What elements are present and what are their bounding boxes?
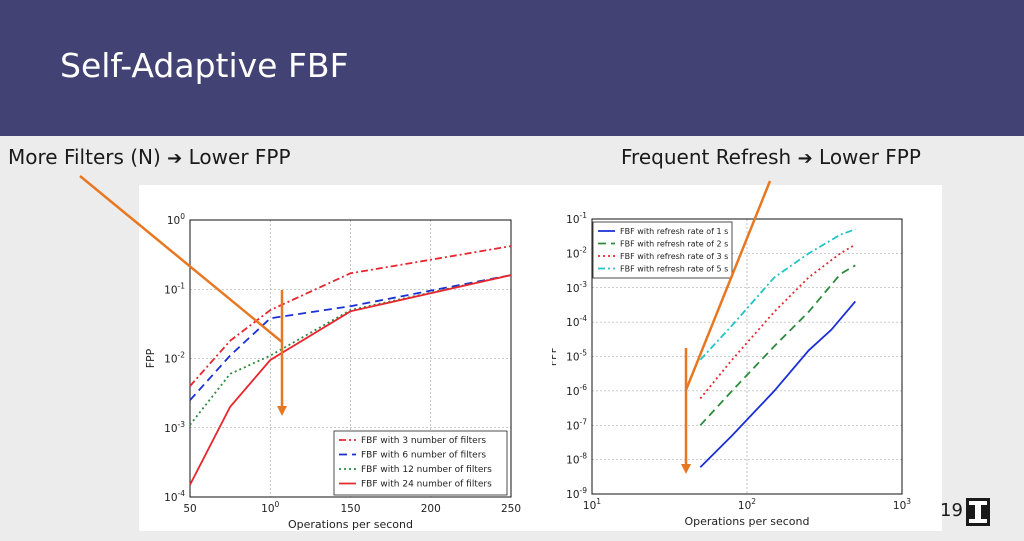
- y-tick-label: 10-1: [566, 211, 587, 226]
- chart-panel-refresh: 101 102 103 10-9 10-8 10-7 10-6 10-5 10-4 10-3 10-…: [546, 185, 942, 531]
- x-tick-label: 150: [340, 503, 360, 515]
- slide-number: 19: [940, 500, 963, 521]
- x-tick-label: 101: [583, 497, 601, 512]
- y-axis-label: FPP: [552, 346, 559, 366]
- y-tick-label: 100: [167, 212, 185, 227]
- y-tick-label: 10-6: [566, 383, 587, 398]
- chart-panel-filters: 50 100 150 200 250 10-4 10-3 10-2 10-1 100 Operati…: [139, 185, 559, 531]
- y-tick-label: 10-3: [164, 420, 185, 435]
- x-axis-label: Operations per second: [288, 518, 413, 531]
- plot-frame: [189, 219, 512, 498]
- right-caption-result: Lower FPP: [819, 145, 921, 169]
- legend-label: FBF with 6 number of filters: [361, 451, 486, 461]
- y-tick-label: 10-8: [566, 452, 587, 467]
- y-tick-label: 10-2: [164, 351, 185, 366]
- y-tick-label: 10-1: [164, 281, 185, 296]
- x-tick-label: 250: [501, 503, 521, 515]
- university-logo-icon: [966, 498, 990, 526]
- series-line: [699, 300, 856, 468]
- y-tick-label: 10-9: [566, 486, 587, 501]
- legend-label: FBF with refresh rate of 3 s: [620, 252, 728, 261]
- y-tick-label: 10-7: [566, 417, 587, 432]
- legend-box: [333, 430, 508, 496]
- series-line: [699, 264, 856, 426]
- x-axis-label: Operations per second: [685, 515, 810, 528]
- right-arrow-icon: ➔: [797, 148, 813, 169]
- filters-fpp-chart: 50 100 150 200 250 10-4 10-3 10-2 10-1 100 Operati…: [144, 212, 521, 531]
- left-caption: More Filters (N) ➔ Lower FPP: [8, 145, 291, 169]
- legend-label: FBF with refresh rate of 1 s: [620, 227, 728, 236]
- right-arrow-icon: ➔: [167, 148, 183, 169]
- y-tick-label: 10-3: [566, 280, 587, 295]
- x-tick-label: 100: [261, 500, 279, 515]
- left-caption-result: Lower FPP: [188, 145, 291, 169]
- right-caption-text: Frequent Refresh: [621, 145, 792, 169]
- series-line: [189, 274, 512, 486]
- y-tick-label: 10-4: [566, 314, 587, 329]
- right-caption: Frequent Refresh ➔ Lower FPP: [621, 145, 921, 169]
- y-tick-label: 10-5: [566, 349, 587, 364]
- y-tick-label: 10-4: [164, 489, 185, 504]
- x-tick-label: 200: [421, 503, 441, 515]
- legend-label: FBF with 12 number of filters: [361, 465, 492, 475]
- slide-header: Self-Adaptive FBF: [0, 0, 1024, 136]
- legend-label: FBF with 3 number of filters: [361, 436, 486, 446]
- y-tick-label: 10-2: [566, 245, 587, 260]
- y-axis-label: FPP: [144, 348, 157, 368]
- legend-label: FBF with refresh rate of 2 s: [620, 240, 728, 249]
- x-tick-label: 103: [893, 497, 911, 512]
- slide-title: Self-Adaptive FBF: [60, 46, 349, 85]
- legend-label: FBF with 24 number of filters: [361, 480, 492, 490]
- series-line: [189, 274, 512, 401]
- x-tick-label: 102: [738, 497, 756, 512]
- left-caption-text: More Filters (N): [8, 145, 161, 169]
- x-tick-label: 50: [183, 503, 196, 515]
- series-line: [699, 228, 856, 361]
- refresh-fpp-chart: 101 102 103 10-9 10-8 10-7 10-6 10-5 10-4 10-3 10-…: [546, 211, 911, 528]
- legend-label: FBF with refresh rate of 5 s: [620, 265, 728, 274]
